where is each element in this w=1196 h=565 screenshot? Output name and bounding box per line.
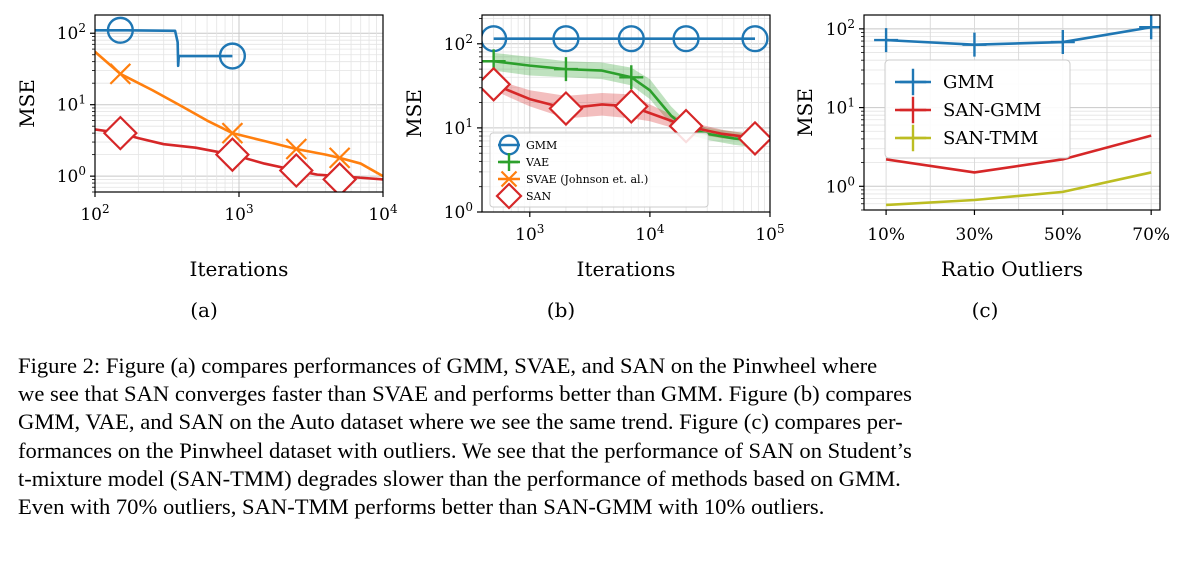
series-line (886, 171, 1152, 207)
tick-label: 102 (57, 21, 86, 44)
y-axis-label: MSE (402, 89, 426, 138)
plus-marker (1139, 15, 1160, 40)
plot-area (874, 15, 1160, 207)
figure-panels: 100 101 102 102 103 104 Iterations MSE (a) 100 101… (15, 14, 1170, 322)
tick-label: 102 (826, 17, 855, 40)
plot-area (95, 16, 383, 192)
caption-line: formances on the Pinwheel dataset with o… (18, 437, 912, 463)
chart-panel-c: 100 101 102 10% 30% 50% 70% Ratio Outliers MSE (c… (793, 14, 1170, 322)
series-line (885, 134, 1152, 174)
axes-frame (481, 14, 771, 213)
circle-marker (106, 16, 134, 44)
diamond-marker (278, 152, 314, 189)
plus-marker (1050, 30, 1075, 55)
plus-marker (619, 65, 644, 90)
tick-label: 102 (80, 202, 109, 225)
tick-label: 105 (755, 222, 784, 245)
plot-area (482, 25, 770, 156)
diamond-marker (548, 90, 584, 127)
caption-line: GMM, VAE, and SAN on the Auto dataset wh… (18, 409, 903, 435)
x-marker (285, 138, 308, 160)
plus-marker (899, 124, 927, 152)
tick-label: 103 (224, 202, 253, 225)
caption-line: Even with 70% outliers, SAN-TMM performs… (18, 494, 825, 520)
diamond-marker (102, 115, 138, 151)
plus-marker (553, 57, 578, 82)
tick-label: 100 (826, 174, 855, 197)
diamond-marker (495, 182, 523, 210)
figure-caption: Figure 2: Figure (a) compares performanc… (18, 352, 1178, 521)
caption-line: t-mixture model (SAN-TMM) degrades slowe… (18, 465, 901, 491)
series-line (886, 25, 1152, 46)
series-line (493, 59, 759, 143)
series-line (95, 50, 383, 178)
legend-box (884, 59, 1071, 159)
tick-label: 103 (515, 222, 544, 245)
tick-label: 104 (368, 202, 398, 225)
legend-label: SAN-TMM (943, 128, 1038, 149)
legend-label: SAN (526, 190, 551, 203)
tick-label: 70% (1132, 225, 1170, 245)
tick-label: 102 (444, 32, 473, 55)
x-marker (109, 63, 132, 85)
legend-label: GMM (526, 139, 557, 152)
y-axis-label: MSE (793, 88, 817, 137)
plus-marker (899, 68, 927, 96)
x-axis-label: Ratio Outliers (941, 257, 1083, 281)
x-marker (221, 122, 244, 144)
legend-box (489, 132, 709, 208)
x-marker (328, 147, 351, 169)
diamond-marker (613, 88, 649, 124)
x-axis-label: Iterations (577, 257, 676, 281)
circle-marker (218, 42, 247, 70)
circle-marker (741, 25, 769, 53)
axes-frame (863, 14, 1161, 211)
legend-label: VAE (525, 156, 549, 169)
legend-label: GMM (943, 72, 994, 93)
legend-label: SVAE (Johnson et. al.) (526, 173, 648, 186)
panel-label: (c) (972, 298, 999, 322)
legend: GMM VAE SVAE (Johnson et. al.) SAN (489, 132, 709, 210)
x-marker (500, 170, 518, 188)
diamond-marker (482, 66, 512, 102)
diamond-marker (322, 161, 358, 192)
tick-label: 101 (444, 116, 473, 139)
tick-label: 100 (57, 164, 86, 187)
panel-label: (b) (547, 298, 575, 322)
diamond-marker (737, 120, 770, 156)
tick-label: 100 (444, 200, 473, 223)
y-axis-label: MSE (15, 79, 39, 128)
caption-line: Figure 2: Figure (a) compares performanc… (18, 353, 878, 378)
tick-label: 50% (1044, 225, 1082, 245)
plus-marker (899, 96, 927, 124)
tick-label: 104 (635, 222, 665, 245)
x-axis-label: Iterations (190, 257, 289, 281)
circle-marker (672, 25, 700, 53)
tick-label: 101 (826, 96, 855, 119)
tick-label: 10% (867, 225, 905, 245)
legend-label: SAN-GMM (943, 100, 1041, 121)
legend: GMM SAN-GMM SAN-TMM (884, 59, 1071, 159)
chart-panel-a: 100 101 102 102 103 104 Iterations MSE (a) (15, 14, 398, 322)
plus-marker (874, 28, 899, 53)
caption-line: we see that SAN converges faster than SV… (18, 381, 912, 407)
circle-marker (552, 25, 580, 53)
circle-marker (617, 25, 645, 53)
chart-panel-b: 100 101 102 103 104 105 Iterations MSE (b) GMM VAE… (402, 14, 785, 322)
panel-label: (a) (190, 298, 218, 322)
series-line (95, 28, 233, 68)
tick-label: 30% (956, 225, 994, 245)
diamond-marker (214, 137, 250, 173)
plus-marker (962, 32, 987, 57)
plus-marker (500, 153, 518, 171)
tick-label: 101 (57, 93, 86, 116)
